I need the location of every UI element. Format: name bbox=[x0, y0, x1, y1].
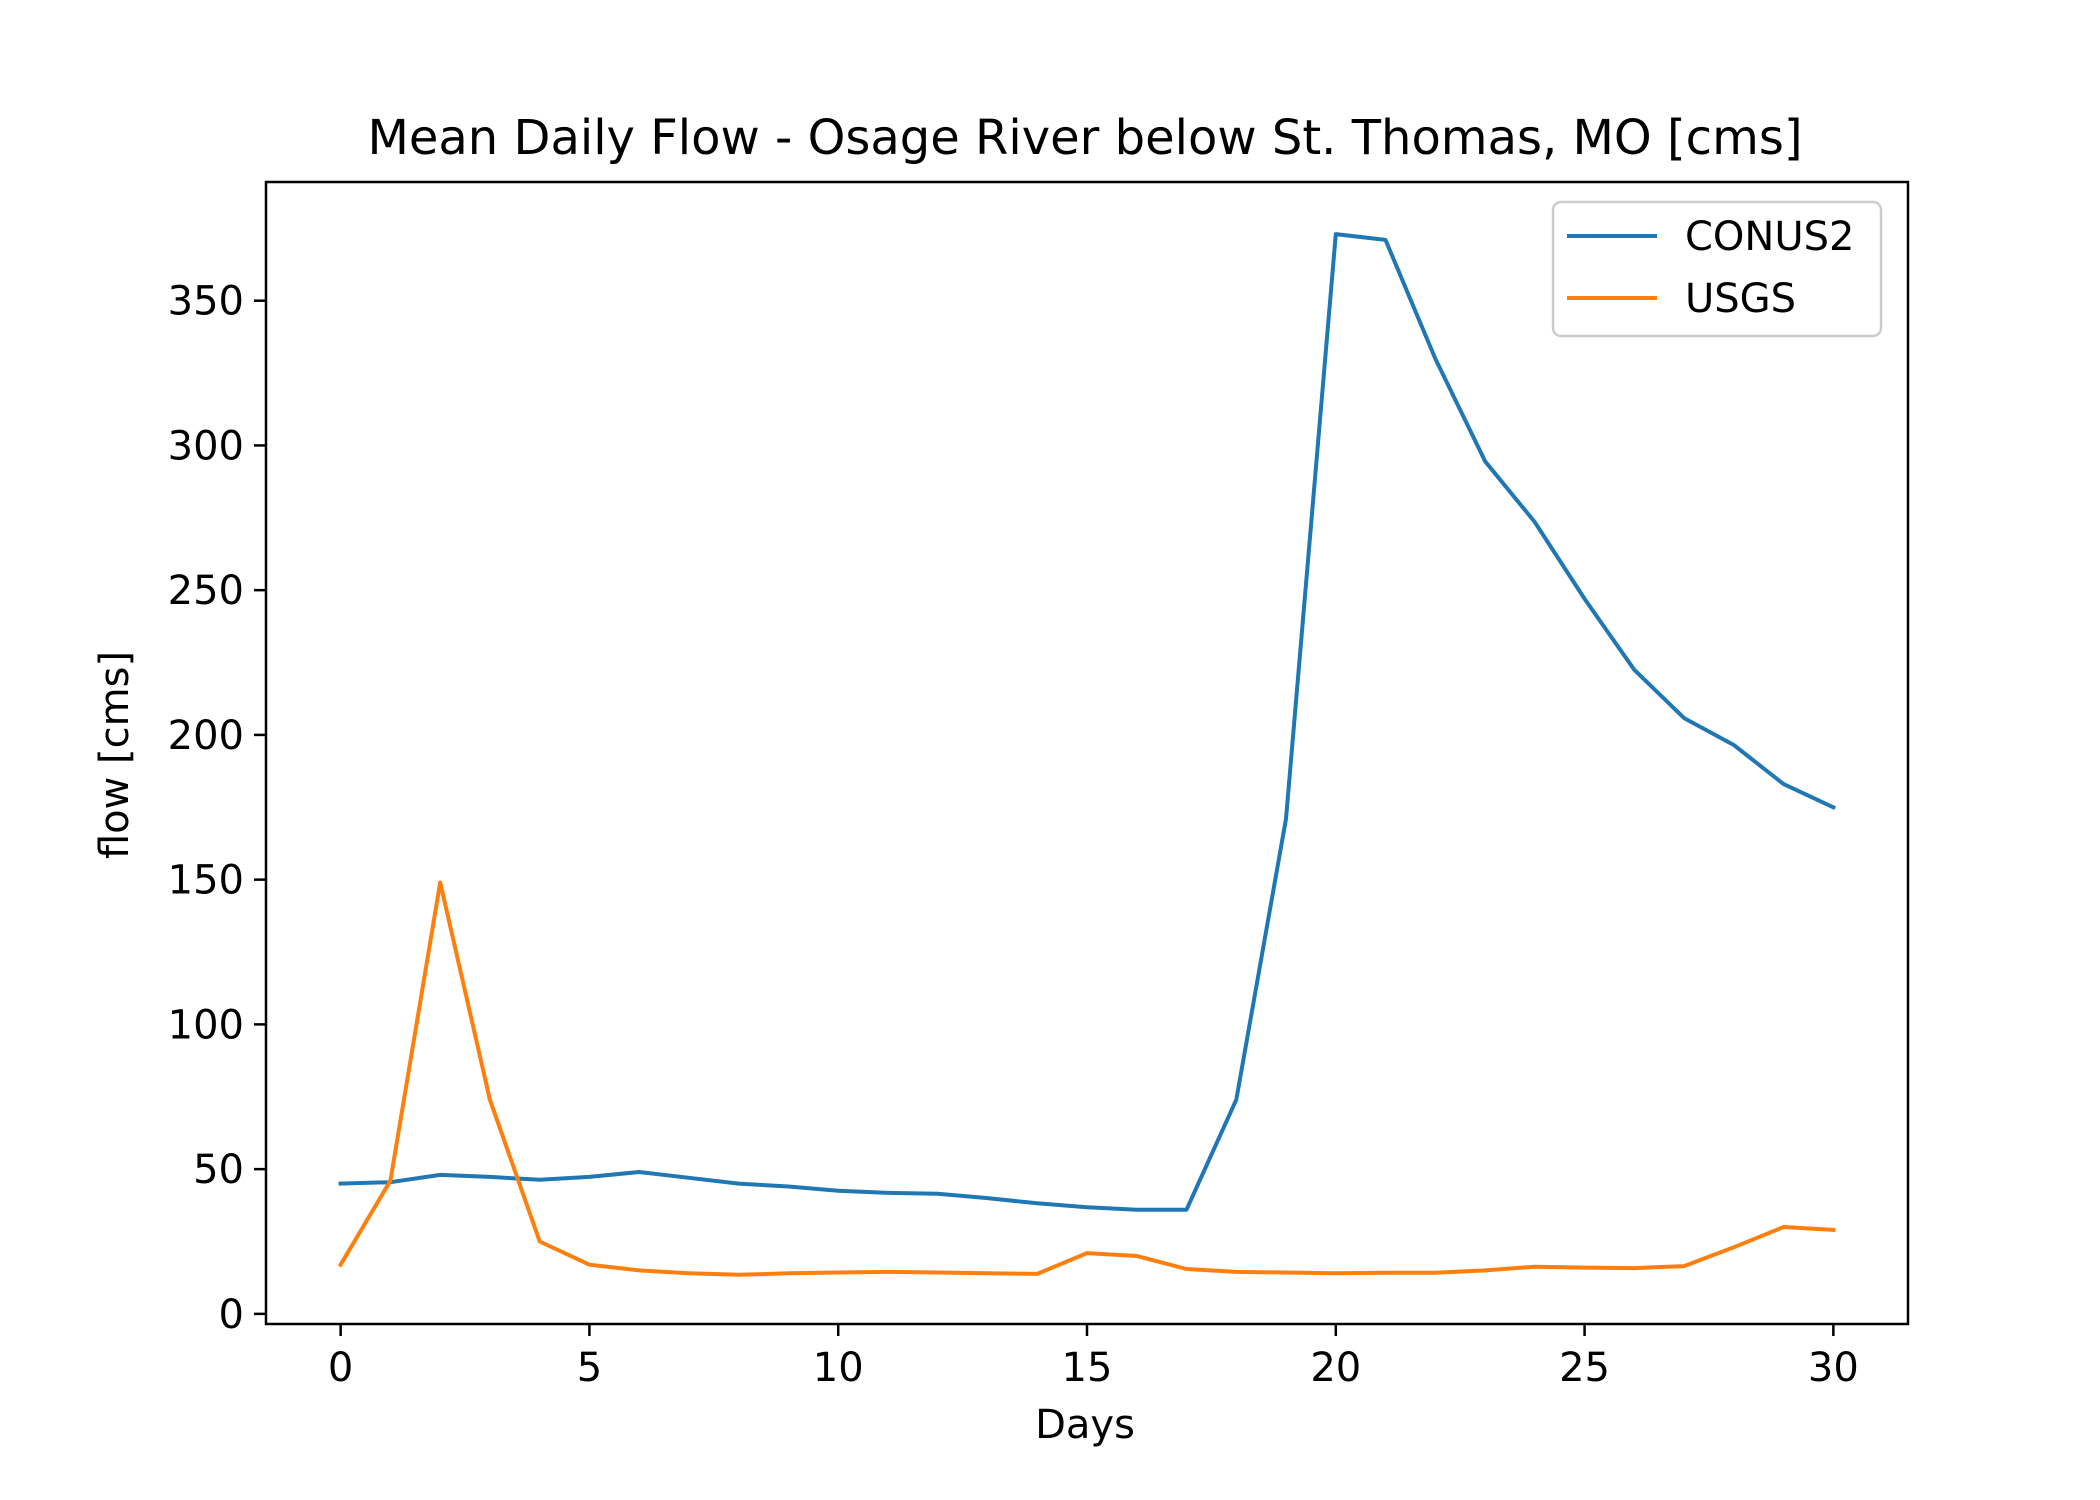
x-tick-label: 15 bbox=[1062, 1345, 1113, 1391]
x-tick-label: 0 bbox=[328, 1345, 353, 1391]
x-tick-label: 10 bbox=[813, 1345, 864, 1391]
x-axis-label: Days bbox=[1035, 1402, 1135, 1448]
series-line-conus2 bbox=[338, 232, 1837, 1212]
y-tick-label: 150 bbox=[168, 858, 244, 904]
legend-label-conus2: CONUS2 bbox=[1685, 214, 1854, 260]
x-tick-label: 25 bbox=[1559, 1345, 1610, 1391]
legend: CONUS2 USGS bbox=[1551, 200, 1883, 338]
y-axis-label: flow [cms] bbox=[92, 651, 138, 859]
y-tick-label: 0 bbox=[219, 1292, 244, 1338]
chart-title: Mean Daily Flow - Osage River below St. … bbox=[367, 110, 1802, 166]
y-tick-label: 200 bbox=[168, 713, 244, 759]
x-tick-label: 20 bbox=[1310, 1345, 1361, 1391]
y-tick-label: 50 bbox=[193, 1147, 244, 1193]
y-tick-label: 100 bbox=[168, 1002, 244, 1048]
y-tick-label: 300 bbox=[168, 423, 244, 469]
series-line-usgs bbox=[337, 880, 1836, 1277]
y-tick-label: 350 bbox=[168, 279, 244, 325]
x-tick-label: 5 bbox=[577, 1345, 602, 1391]
legend-label-usgs: USGS bbox=[1685, 276, 1796, 322]
x-tick-label: 30 bbox=[1808, 1345, 1859, 1391]
y-tick-label: 250 bbox=[168, 568, 244, 614]
